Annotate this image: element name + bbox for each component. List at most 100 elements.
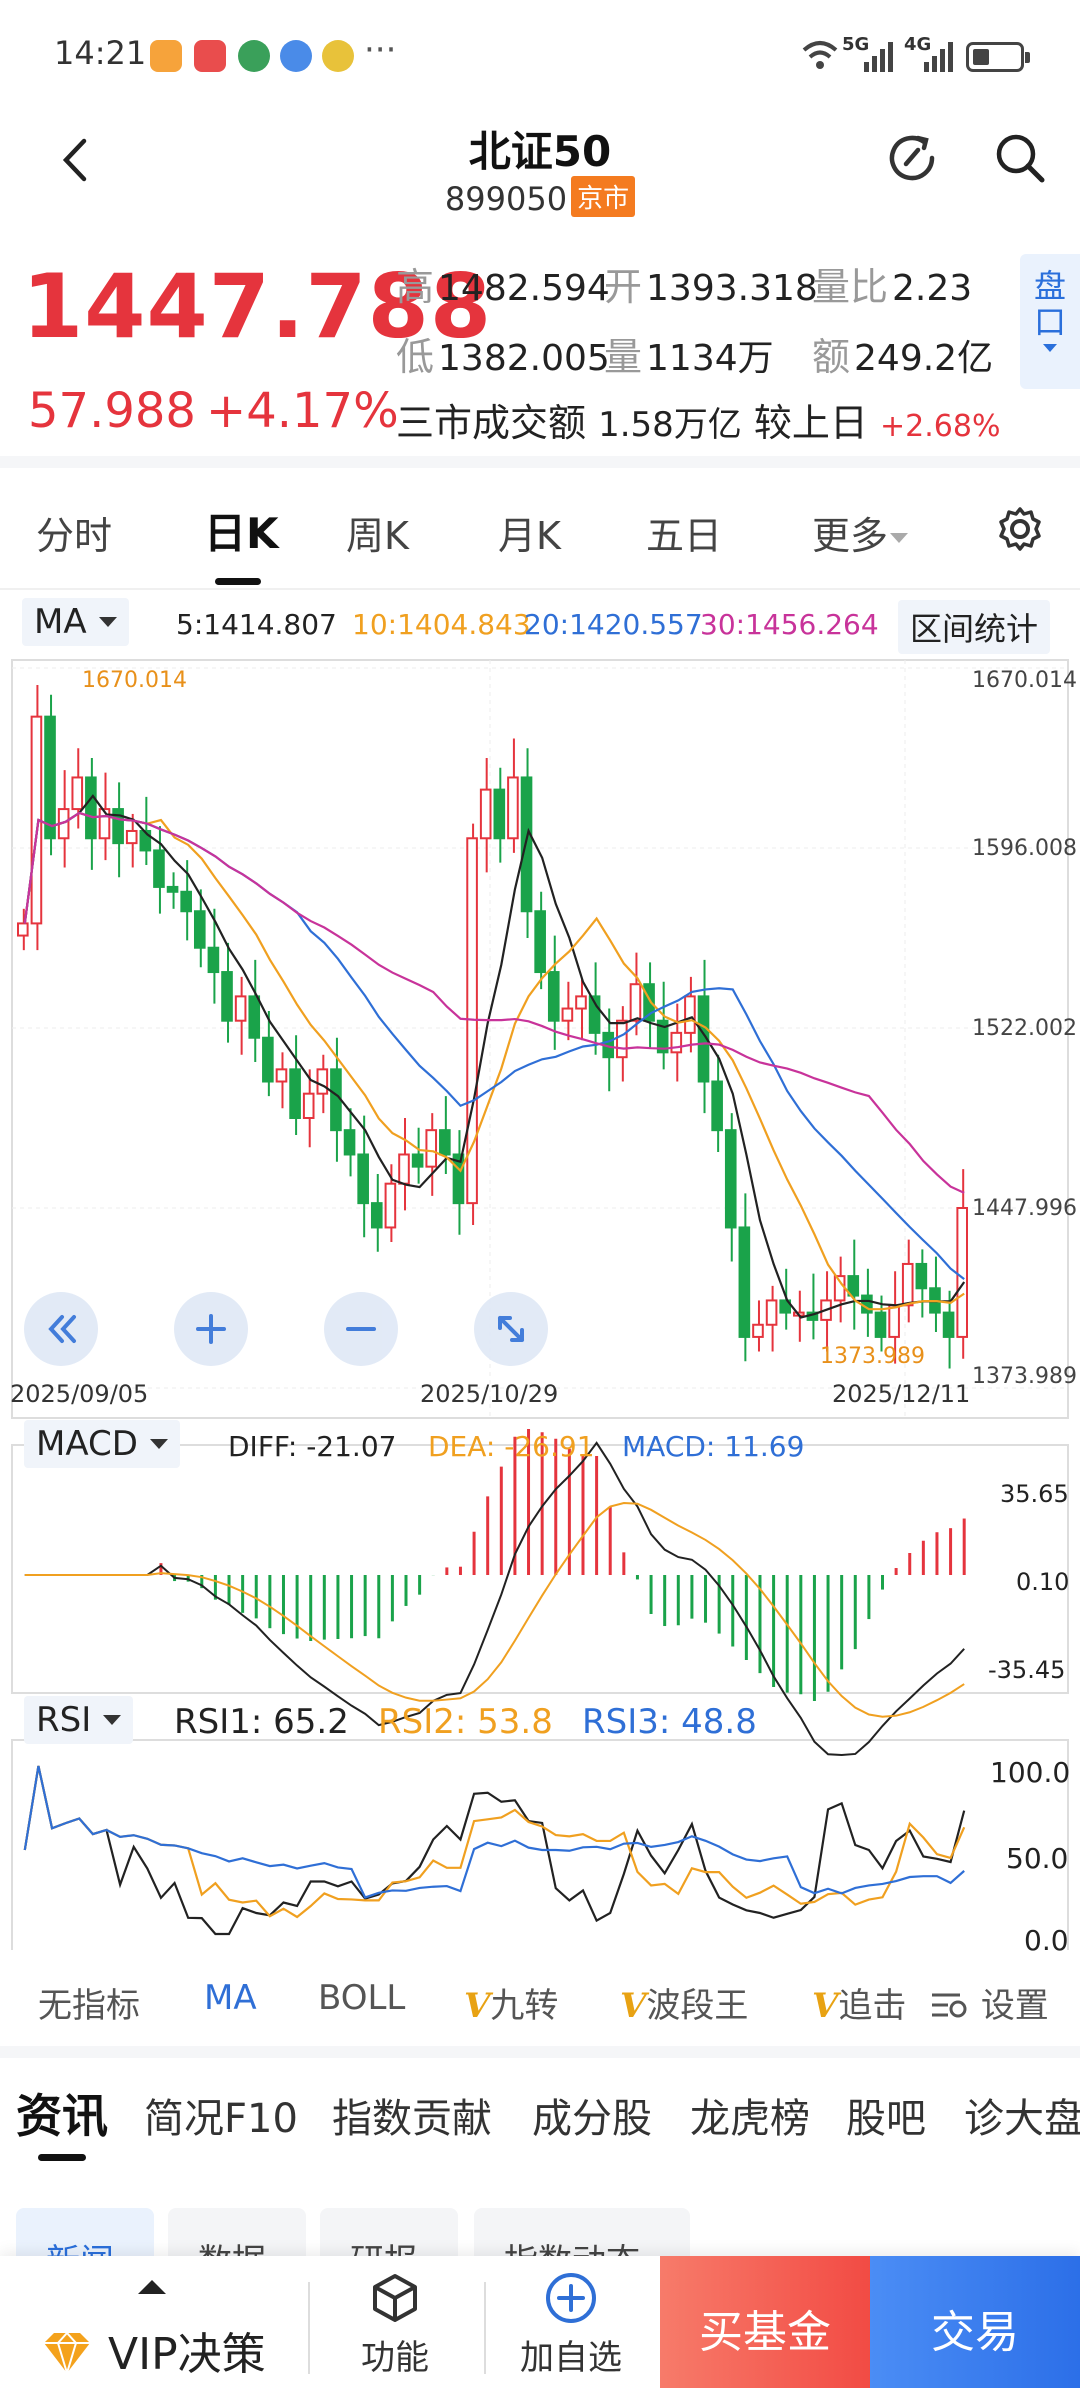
candle-body [888, 1304, 900, 1338]
refresh-icon[interactable] [882, 128, 942, 188]
divider [484, 2282, 486, 2374]
indicator-jiuzhuan[interactable]: V九转 [464, 1986, 559, 2026]
candle-body [452, 1153, 465, 1205]
tab-fenshi[interactable]: 分时 [36, 514, 113, 558]
macd-selector[interactable]: MACD [24, 1420, 180, 1468]
candle-body [166, 885, 179, 893]
kline-chart-area[interactable] [0, 650, 1080, 1950]
news-tab-contribution[interactable]: 指数贡献 [332, 2096, 492, 2142]
vip-decision-button[interactable]: VIP决策 [40, 2318, 266, 2382]
trade-button[interactable]: 交易 [870, 2256, 1080, 2388]
news-tab-f10[interactable]: 简况F10 [144, 2096, 298, 2142]
app-notification-icon [194, 40, 226, 72]
candle-body [643, 983, 655, 1022]
kline-y-label: 1596.008 [972, 836, 1077, 861]
news-tab-dragon-tiger[interactable]: 龙虎榜 [690, 2096, 810, 2142]
back-arrow-icon[interactable] [56, 135, 92, 185]
ma-selector[interactable]: MA [22, 598, 129, 646]
shield-icon [238, 40, 270, 72]
ma20-value: 20:1420.557 [524, 608, 703, 641]
scroll-left-button[interactable] [24, 1292, 98, 1366]
candle-body [724, 1129, 737, 1229]
candle-body [738, 1226, 751, 1338]
ma-line [23, 811, 965, 1311]
more-notifications-icon: ··· [364, 30, 397, 70]
candle-body [248, 995, 261, 1039]
tab-more[interactable]: 更多 [812, 505, 909, 560]
macd-y-label: -35.45 [988, 1656, 1066, 1684]
candle-body [30, 715, 43, 925]
quote-volume-ratio: 量比 2.23 [812, 265, 973, 309]
ma-line [23, 811, 965, 1281]
kline-x-label: 2025/12/11 [832, 1380, 971, 1408]
candle-body [357, 1153, 369, 1205]
candle-body [874, 1311, 887, 1338]
signal-icon [864, 42, 893, 72]
divider [0, 588, 1080, 590]
candle-body [17, 922, 29, 937]
candle-body [493, 788, 506, 840]
divider [308, 2282, 310, 2374]
candle-body [765, 1299, 778, 1326]
candle-body [384, 1182, 397, 1229]
gear-icon[interactable] [996, 505, 1044, 553]
candle-body [262, 1036, 274, 1083]
pankou-button[interactable]: 盘口 [1020, 254, 1080, 389]
kline-high-mark: 1670.014 [82, 668, 187, 693]
candle-body [697, 995, 710, 1083]
candle-body [180, 890, 192, 913]
kline-y-label: 1447.996 [972, 1196, 1077, 1221]
macd-y-label: 0.10 [1016, 1568, 1070, 1596]
candle-body [752, 1323, 764, 1338]
rsi-selector[interactable]: RSI [24, 1696, 134, 1744]
app-notification-icon [280, 40, 312, 72]
news-tab-forum[interactable]: 股吧 [846, 2096, 926, 2142]
kline-y-label: 1522.002 [972, 1016, 1077, 1041]
indicator-settings[interactable]: 设置 [930, 1978, 1049, 2027]
cube-icon [373, 2274, 417, 2322]
candle-body [425, 1129, 438, 1168]
diamond-icon [44, 2331, 90, 2377]
indicator-none[interactable]: 无指标 [38, 1986, 140, 2026]
news-tab-components[interactable]: 成分股 [532, 2096, 652, 2142]
candle-body [670, 1031, 683, 1054]
news-tab-diagnose[interactable]: 诊大盘 [964, 2096, 1080, 2142]
candle-body [684, 995, 696, 1034]
candle-body [779, 1299, 792, 1314]
indicator-boduanwang[interactable]: V波段王 [620, 1986, 749, 2026]
indicator-boll[interactable]: BOLL [318, 1978, 406, 2018]
indicator-zhuiji[interactable]: V追击 [812, 1986, 907, 2026]
candle-body [207, 946, 220, 974]
settings-sliders-icon [932, 1993, 967, 2018]
tab-weekly-k[interactable]: 周K [346, 514, 409, 558]
candle-body [221, 971, 233, 1022]
candle-body [112, 808, 124, 845]
rsi-y-label: 100.0 [990, 1756, 1071, 1789]
candle-body [507, 776, 519, 840]
news-tab-info[interactable]: 资讯 [16, 2089, 108, 2143]
candle-body [302, 1092, 315, 1120]
function-button[interactable]: 功能 [340, 2270, 450, 2379]
candle-body [534, 910, 546, 974]
search-icon[interactable] [990, 128, 1050, 188]
candle-body [847, 1275, 860, 1297]
candle-body [193, 910, 206, 949]
fullscreen-button[interactable] [474, 1292, 548, 1366]
rsi2-value: RSI2: 53.8 [378, 1702, 553, 1742]
candle-body [656, 1019, 669, 1054]
section-divider [0, 2046, 1080, 2058]
indicator-ma[interactable]: MA [204, 1978, 257, 2018]
chevron-up-icon[interactable] [138, 2280, 166, 2294]
zoom-in-button[interactable] [174, 1292, 248, 1366]
zoom-out-button[interactable] [324, 1292, 398, 1366]
tab-daily-k[interactable]: 日K [204, 509, 279, 558]
add-watchlist-button[interactable]: 加自选 [508, 2270, 634, 2379]
kline-x-label: 2025/10/29 [420, 1380, 559, 1408]
buy-fund-button[interactable]: 买基金 [660, 2256, 870, 2388]
ma30-value: 30:1456.264 [700, 608, 879, 641]
candle-body [479, 788, 492, 840]
candle-body [575, 995, 587, 1010]
tab-five-day[interactable]: 五日 [646, 514, 723, 558]
range-stat-button[interactable]: 区间统计 [898, 600, 1051, 654]
tab-monthly-k[interactable]: 月K [498, 514, 561, 558]
